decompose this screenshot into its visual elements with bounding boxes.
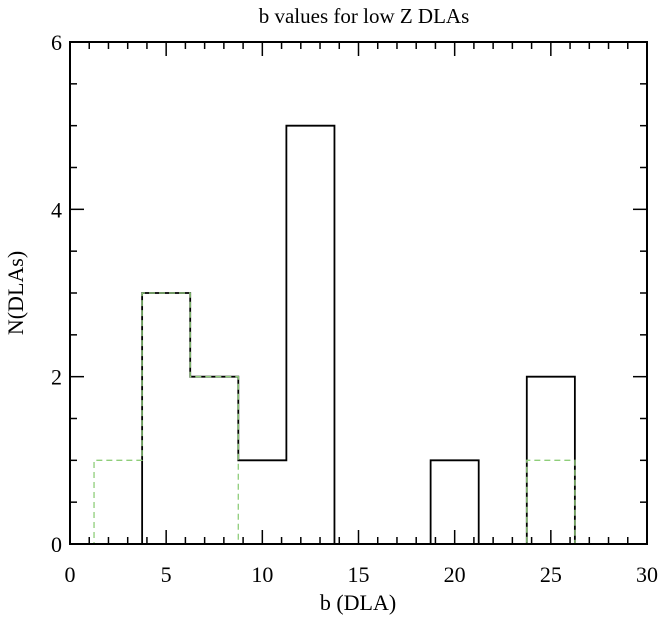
tick-layer: 0 5 10 15 20 25 30 0 2 4 6 [51, 30, 658, 587]
y-axis-title: N(DLAs) [3, 251, 28, 335]
x-axis-title: b (DLA) [320, 590, 396, 615]
y-tick-label: 6 [51, 30, 62, 55]
x-tick-label: 5 [161, 562, 172, 587]
y-tick-label: 4 [51, 197, 62, 222]
x-tick-label: 25 [540, 562, 562, 587]
y-tick-label: 0 [51, 532, 62, 557]
x-tick-label: 15 [348, 562, 370, 587]
histogram-series-1-solid [70, 124, 647, 545]
chart-title: b values for low Z DLAs [259, 4, 470, 28]
y-tick-label: 2 [51, 365, 62, 390]
x-tick-label: 10 [251, 562, 273, 587]
x-tick-label: 0 [65, 562, 76, 587]
x-tick-label: 30 [636, 562, 658, 587]
histogram-series-2-dashed [70, 292, 647, 545]
series-layer [70, 124, 647, 545]
x-tick-label: 20 [444, 562, 466, 587]
